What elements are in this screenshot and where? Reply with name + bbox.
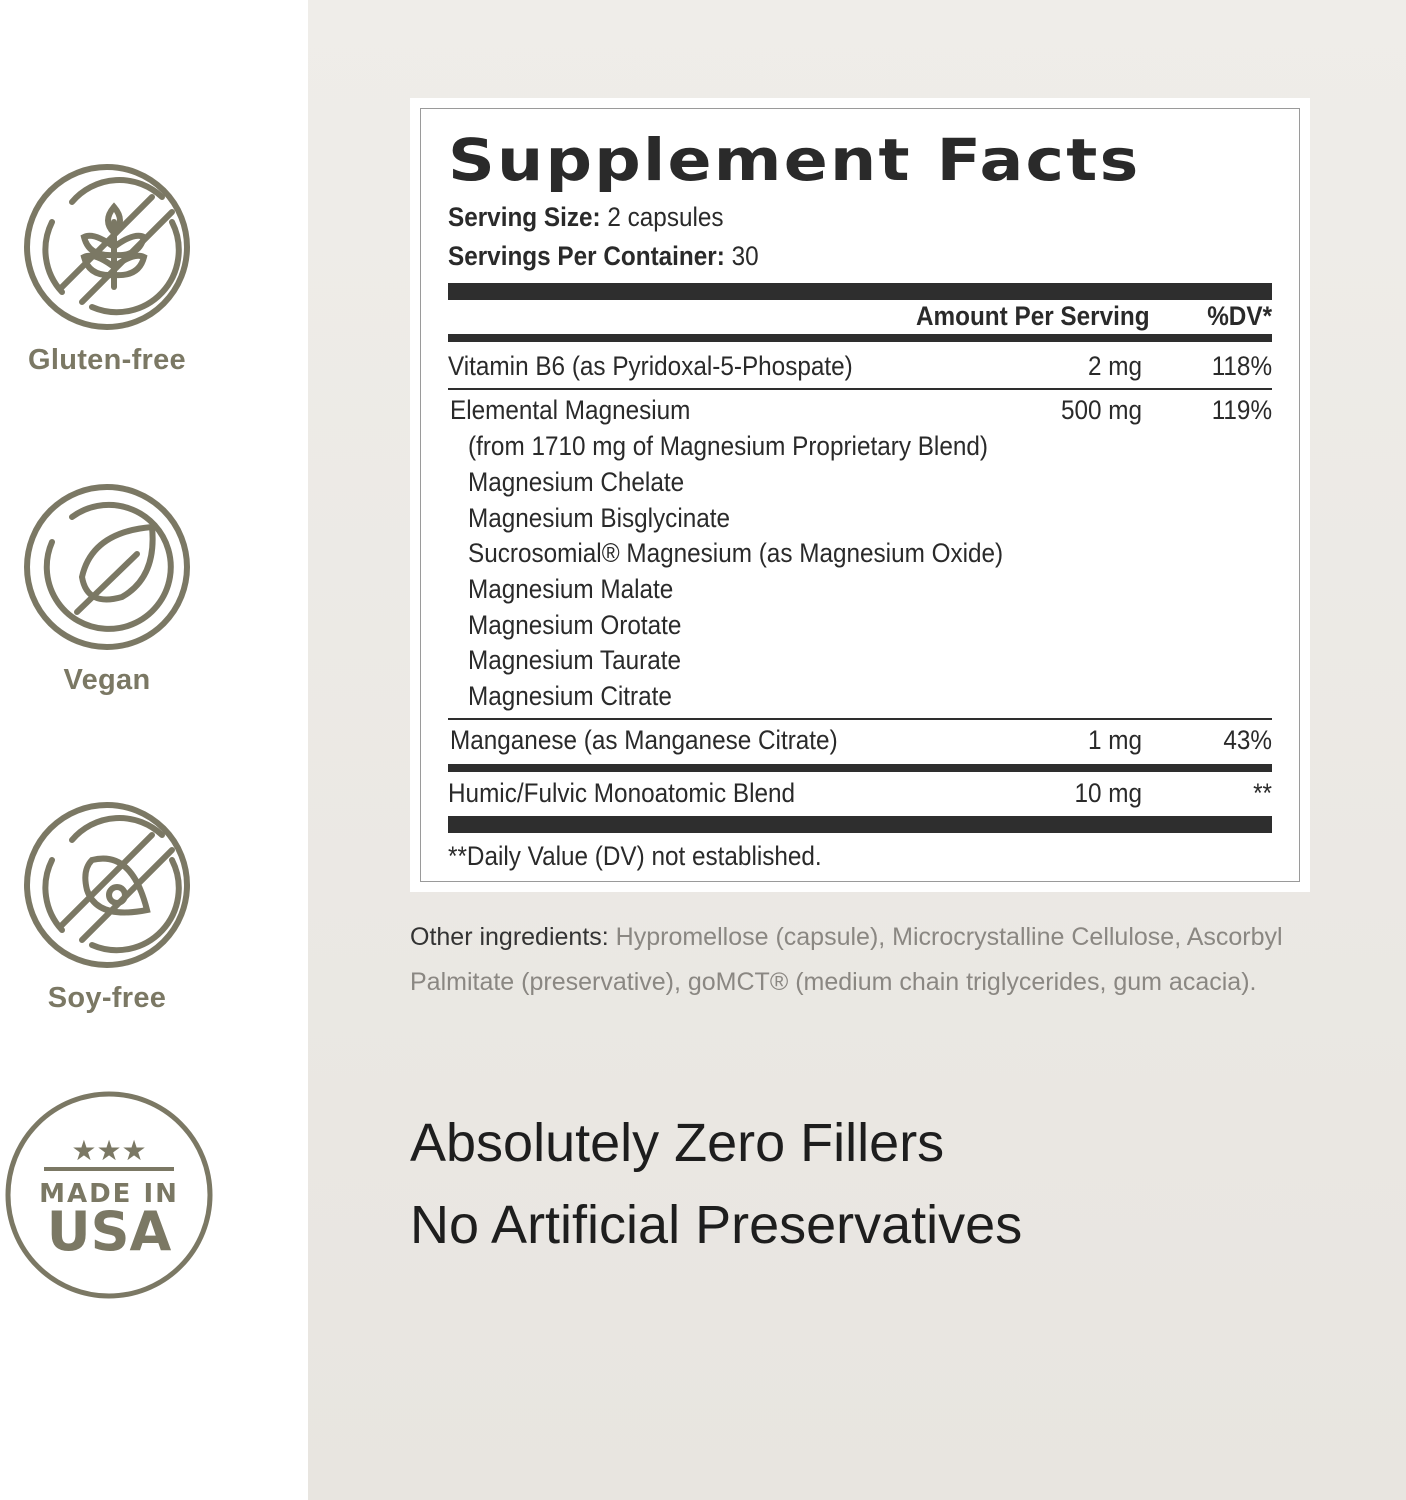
nutrient-name: Vitamin B6 (as Pyridoxal-5-Phospate) (448, 351, 853, 381)
nutrient-amount: 500 mg (1060, 395, 1142, 425)
svg-text:USA: USA (47, 1200, 172, 1263)
nutrient-dv: 119% (1211, 395, 1272, 425)
made-in-usa-badge: ★★★ MADE IN USA (2, 1090, 216, 1300)
claim: No Artificial Preservatives (410, 1195, 1023, 1255)
claim: Absolutely Zero Fillers (410, 1113, 945, 1173)
nutrient-name: Humic/Fulvic Monoatomic Blend (448, 778, 796, 808)
sub-ingredient: (from 1710 mg of Magnesium Proprietary B… (468, 431, 988, 461)
gluten-free-badge: Gluten-free (0, 162, 214, 377)
nutrient-dv: ** (1253, 778, 1272, 808)
made-in-usa-seal: ★★★ MADE IN USA (5, 1091, 213, 1299)
nutrient-amount: 2 mg (1087, 351, 1142, 381)
svg-text:★★★: ★★★ (71, 1135, 146, 1166)
dv-header: %DV* (1207, 301, 1272, 331)
amount-header: Amount Per Serving (916, 301, 1150, 331)
supplement-facts-panel: Supplement Facts Serving Size: 2 capsule… (410, 98, 1310, 892)
serving-size: Serving Size: 2 capsules (448, 202, 724, 232)
divider-thick (448, 816, 1272, 833)
badge-label: Vegan (63, 664, 151, 696)
svg-text:MADE IN: MADE IN (39, 1179, 179, 1209)
footnote: **Daily Value (DV) not established. (448, 841, 822, 871)
sub-ingredient: Magnesium Taurate (468, 645, 681, 675)
sub-ingredient: Magnesium Bisglycinate (468, 503, 731, 533)
badge-label: Soy-free (47, 982, 167, 1014)
sub-ingredient: Magnesium Chelate (468, 467, 685, 497)
vegan-badge: Vegan (0, 482, 214, 697)
facts-title: Supplement Facts (448, 126, 1141, 194)
nutrient-amount: 1 mg (1087, 725, 1142, 755)
sub-ingredient: Magnesium Orotate (468, 610, 682, 640)
other-ingredients: Other ingredients: Hypromellose (capsule… (410, 923, 1283, 996)
nutrient-amount: 10 mg (1074, 778, 1142, 808)
divider-thin (448, 718, 1272, 720)
servings-per-container: Servings Per Container: 30 (448, 241, 759, 271)
nutrient-dv: 43% (1223, 725, 1272, 755)
badge-label: Gluten-free (28, 344, 186, 376)
divider-medium (448, 764, 1272, 772)
nutrient-dv: 118% (1211, 351, 1272, 381)
sub-ingredient: Magnesium Malate (468, 574, 674, 604)
no-soy-icon (24, 802, 190, 968)
divider-thick (448, 283, 1272, 300)
badge-column: Gluten-free Vegan Soy-free ★★★ MADE IN U… (0, 0, 308, 1500)
soy-free-badge: Soy-free (0, 800, 214, 1015)
sub-ingredient: Magnesium Citrate (468, 681, 672, 711)
nutrient-name: Elemental Magnesium (450, 395, 691, 425)
divider-medium (448, 334, 1272, 342)
leaf-icon (24, 484, 190, 650)
sub-ingredient: Sucrosomial® Magnesium (as Magnesium Oxi… (468, 538, 1004, 568)
divider-thin (448, 388, 1272, 390)
no-wheat-icon (24, 164, 190, 330)
nutrient-name: Manganese (as Manganese Citrate) (450, 725, 838, 755)
